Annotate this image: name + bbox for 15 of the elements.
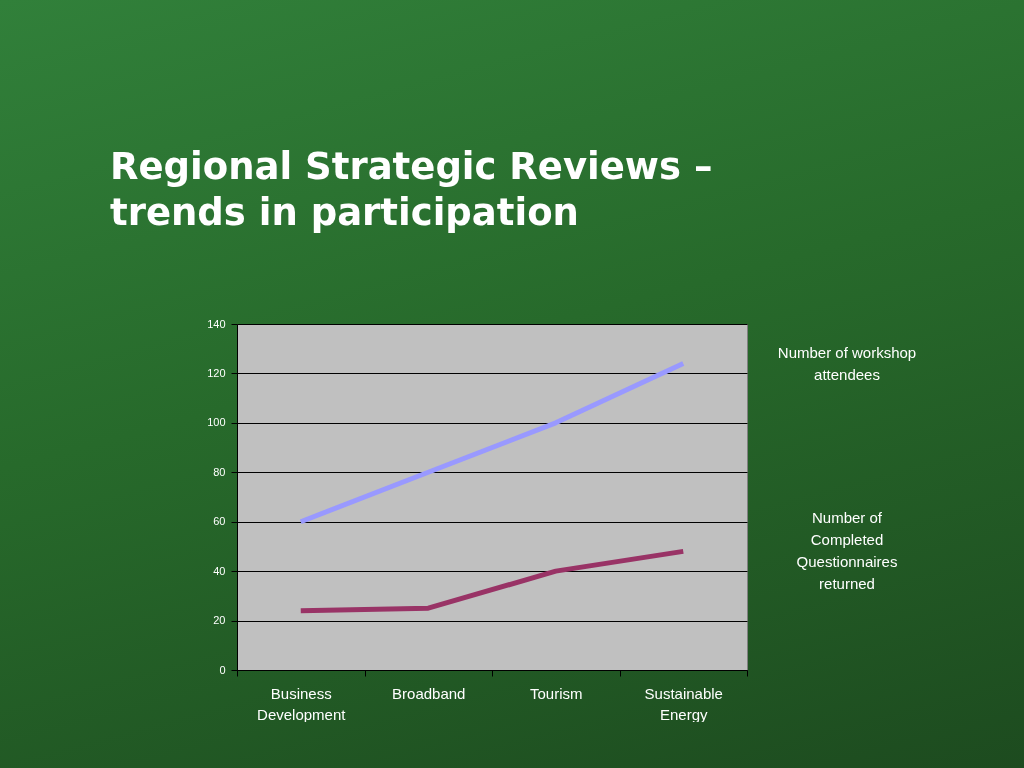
x-tick-label: Sustainable Energy <box>644 684 723 723</box>
text: Number of workshop attendees <box>777 343 917 383</box>
y-tick-label: 0 <box>219 663 226 676</box>
x-tick-label: Broadband <box>392 684 466 702</box>
y-tick-label: 40 <box>213 564 226 577</box>
x-tick-label: Tourism <box>529 684 583 702</box>
y-tick-label: 60 <box>213 515 226 528</box>
chart-title: Regional Strategic Reviews – trends in participation <box>110 144 714 236</box>
text: Number of Completed Questionnaires returned <box>796 509 898 593</box>
y-tick-label: 20 <box>213 614 226 627</box>
y-tick-label: 100 <box>207 416 226 429</box>
y-tick-label: 140 <box>207 317 226 330</box>
x-tick-label: Business Development <box>257 684 347 723</box>
y-tick-label: 80 <box>213 465 226 478</box>
y-tick-label: 120 <box>207 366 226 379</box>
